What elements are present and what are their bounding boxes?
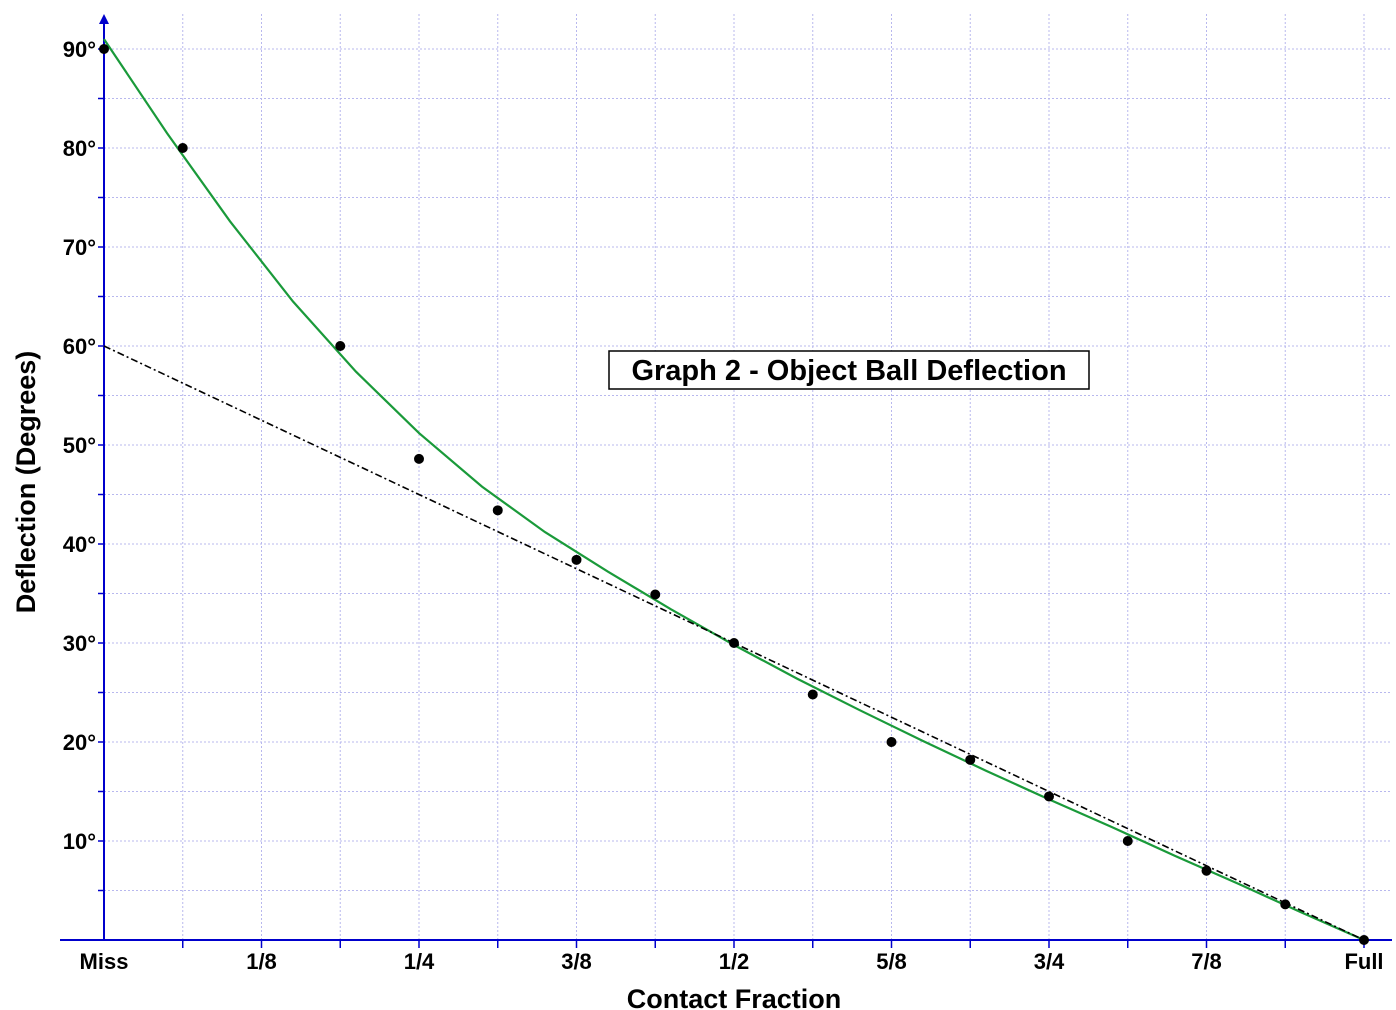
data-point — [177, 143, 188, 153]
x-tick-label: Miss — [80, 949, 129, 974]
data-point — [414, 453, 424, 464]
x-tick-label: 3/8 — [561, 949, 592, 974]
data-point — [1280, 899, 1291, 910]
grid — [104, 14, 1392, 940]
data-point — [807, 689, 818, 700]
y-tick-label: 30° — [63, 631, 96, 656]
data-point — [1044, 791, 1054, 802]
data-point — [886, 737, 897, 747]
x-tick-label: 5/8 — [876, 949, 907, 974]
x-tick-label: 1/2 — [719, 949, 750, 974]
data-point — [99, 44, 109, 54]
chart-title: Graph 2 - Object Ball Deflection — [631, 355, 1066, 387]
y-axis-title: Deflection (Degrees) — [11, 351, 41, 614]
data-point — [1122, 836, 1133, 846]
tick-labels: Miss 1/8 1/4 3/8 1/2 5/8 3/4 7/8 Full 10° 20° 30° 40… — [63, 37, 1384, 974]
data-point — [650, 589, 661, 600]
data-point — [965, 754, 976, 765]
axes — [60, 14, 1392, 948]
chart-title-box: Graph 2 - Object Ball Deflection — [608, 350, 1090, 390]
x-tick-label: 7/8 — [1191, 949, 1222, 974]
y-tick-label: 50° — [63, 433, 96, 458]
data-point — [1201, 865, 1212, 876]
x-tick-label: Full — [1344, 949, 1383, 974]
data-points — [99, 44, 1369, 945]
y-axis-arrow — [99, 14, 109, 24]
y-tick-label: 40° — [63, 532, 96, 557]
y-tick-label: 20° — [63, 730, 96, 755]
data-point — [571, 554, 582, 565]
x-axis-title: Contact Fraction — [627, 984, 842, 1010]
y-tick-label: 80° — [63, 136, 96, 161]
y-tick-label: 60° — [63, 334, 96, 359]
y-tick-label: 70° — [63, 235, 96, 260]
x-tick-label: 1/8 — [246, 949, 277, 974]
data-point — [492, 505, 503, 516]
x-tick-label: 1/4 — [404, 949, 435, 974]
y-tick-label: 10° — [63, 829, 96, 854]
data-point — [1359, 935, 1369, 945]
y-tick-label: 90° — [63, 37, 96, 62]
data-point — [335, 341, 346, 351]
data-point — [729, 638, 739, 648]
x-tick-label: 3/4 — [1034, 949, 1065, 974]
